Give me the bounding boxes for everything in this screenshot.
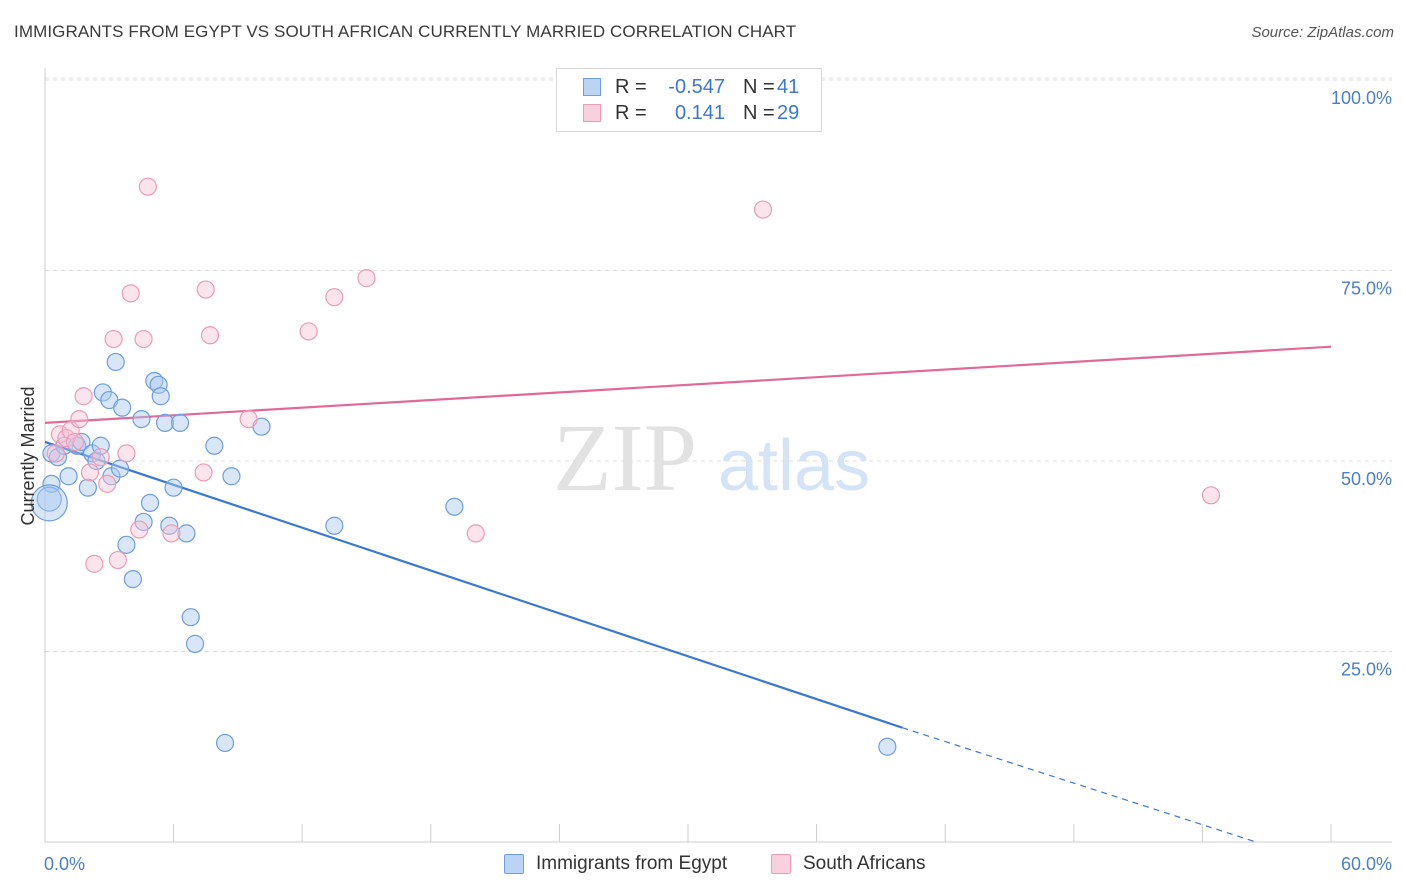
source-label: Source: ZipAtlas.com (1251, 24, 1394, 41)
data-point (130, 520, 149, 539)
legend-r-value: 0.141 (674, 101, 725, 124)
legend-label-egypt: Immigrants from Egypt (536, 853, 728, 874)
data-point (106, 352, 125, 372)
data-point (98, 474, 117, 493)
data-point (160, 516, 179, 535)
data-point (42, 474, 61, 493)
y-tick-label: 100.0% (1331, 88, 1392, 108)
data-point (117, 444, 136, 463)
data-point (85, 554, 104, 573)
data-point (91, 448, 110, 467)
data-point (78, 478, 97, 497)
data-point (46, 444, 65, 463)
data-point (170, 413, 190, 432)
stats-legend: R = -0.547 N = 41 R = 0.141 N = 29 (556, 68, 822, 132)
watermark-atlas: atlas (718, 426, 870, 506)
data-point (59, 467, 78, 486)
legend-n-value: 29 (777, 101, 800, 124)
data-point (74, 387, 93, 406)
data-point (117, 535, 136, 554)
data-point (205, 436, 224, 455)
data-point (155, 413, 175, 432)
data-point (65, 432, 85, 452)
data-point (196, 280, 215, 299)
data-point (215, 733, 235, 753)
data-point (164, 478, 183, 497)
data-point (151, 387, 170, 406)
x-tick-label: 60.0% (1341, 854, 1392, 874)
data-point (162, 524, 181, 543)
chart-title: IMMIGRANTS FROM EGYPT VS SOUTH AFRICAN C… (14, 22, 797, 41)
data-point (194, 463, 213, 482)
data-point (113, 398, 132, 417)
data-point (132, 409, 151, 429)
data-point (149, 375, 168, 394)
data-point (239, 409, 258, 429)
data-point (753, 200, 773, 219)
y-tick-label: 75.0% (1341, 279, 1392, 299)
legend-swatch-pink (583, 104, 601, 122)
data-point (177, 524, 196, 543)
data-point (140, 493, 160, 513)
data-point (325, 516, 344, 535)
data-point (466, 524, 485, 543)
data-point (70, 409, 89, 429)
data-point (878, 737, 897, 756)
legend-swatch-pink (771, 854, 791, 874)
watermark: ZIP atlas (553, 404, 870, 511)
data-point (121, 284, 140, 303)
data-point (181, 608, 200, 627)
data-points (30, 177, 1221, 756)
legend-item-egypt[interactable]: Immigrants from Egypt (504, 852, 727, 876)
legend-r-value: -0.547 (668, 75, 725, 98)
data-point (1201, 486, 1221, 505)
x-tick-label: 0.0% (44, 854, 85, 874)
data-point (93, 383, 112, 402)
legend-n-value: 41 (777, 75, 800, 98)
axes (44, 68, 1392, 843)
data-point (138, 177, 157, 196)
trend-line (44, 345, 1332, 424)
data-point (357, 269, 376, 288)
data-point (445, 497, 464, 516)
legend-n-label: N = (743, 75, 775, 98)
data-point (299, 322, 318, 341)
watermark-zip: ZIP (553, 404, 697, 511)
legend-label-south-africans: South Africans (803, 853, 926, 874)
tick-labels: 100.0% 75.0% 50.0% 25.0% 0.0% 60.0% (44, 88, 1392, 874)
data-point (123, 570, 142, 589)
data-point (134, 329, 153, 349)
data-point (200, 326, 220, 345)
trend-line (44, 440, 903, 729)
trend-lines (44, 345, 1332, 843)
data-point (108, 550, 127, 570)
data-point (30, 484, 68, 522)
legend-r-label: R = (615, 75, 647, 98)
data-point (222, 467, 241, 486)
y-axis-label: Currently Married (18, 386, 38, 525)
data-point (185, 634, 205, 653)
y-tick-label: 50.0% (1341, 469, 1392, 489)
y-tick-label: 25.0% (1341, 660, 1392, 680)
data-point (104, 329, 123, 349)
legend-row-egypt: R = -0.547 N = 41 (583, 75, 799, 99)
legend-r-label: R = (615, 101, 647, 124)
trend-line-extension (902, 727, 1257, 843)
data-point (72, 432, 91, 452)
legend-item-south-africans[interactable]: South Africans (771, 852, 926, 876)
legend-row-south-africans: R = 0.141 N = 29 (583, 101, 799, 125)
legend-swatch-blue (504, 854, 524, 874)
data-point (80, 463, 100, 482)
legend-swatch-blue (583, 78, 601, 96)
data-point (325, 288, 344, 307)
legend-n-label: N = (743, 101, 775, 124)
data-point (110, 459, 130, 478)
data-point (36, 486, 62, 512)
grid-lines (45, 77, 1392, 652)
